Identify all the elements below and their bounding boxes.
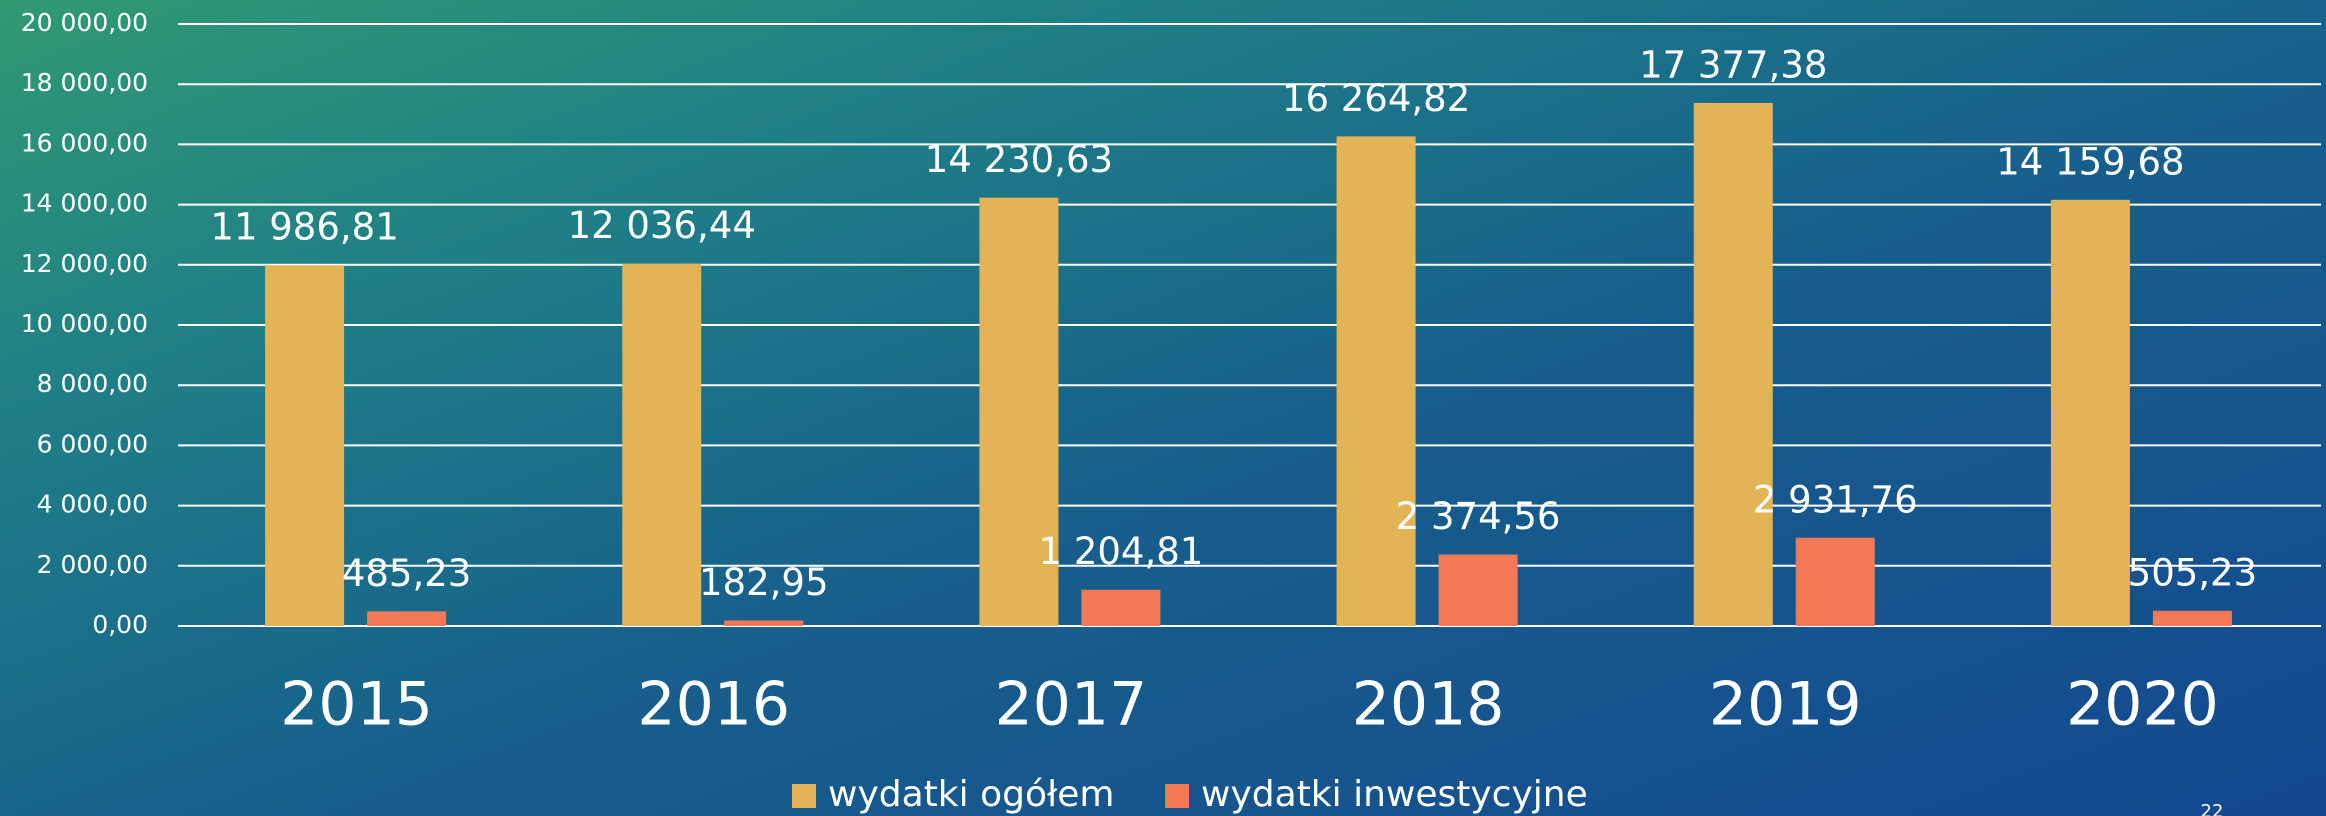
- y-tick-label: 8 000,00: [37, 369, 148, 398]
- y-tick-label: 4 000,00: [37, 490, 148, 519]
- value-label: 2 931,76: [1753, 478, 1918, 521]
- value-label: 11 986,81: [210, 206, 398, 249]
- y-tick-label: 20 000,00: [21, 8, 148, 37]
- value-label: 182,95: [699, 561, 828, 604]
- x-tick-label: 2015: [280, 670, 433, 740]
- value-label: 17 377,38: [1639, 43, 1827, 86]
- x-tick-label: 2019: [1709, 670, 1862, 740]
- bar: [1693, 102, 1773, 627]
- value-label: 14 230,63: [925, 138, 1113, 181]
- value-label: 1 204,81: [1039, 530, 1204, 573]
- y-tick-label: 6 000,00: [37, 429, 148, 458]
- x-tick-label: 2017: [995, 670, 1148, 740]
- bar: [1336, 136, 1416, 626]
- y-tick-label: 10 000,00: [21, 309, 148, 338]
- value-label: 2 374,56: [1396, 495, 1561, 538]
- legend-swatch: [1165, 784, 1189, 808]
- y-tick-label: 18 000,00: [21, 68, 148, 97]
- bar: [622, 263, 702, 626]
- legend-swatch: [792, 784, 816, 808]
- bar: [1795, 537, 1875, 626]
- y-tick-label: 14 000,00: [21, 189, 148, 218]
- bar: [724, 620, 804, 626]
- value-label: 12 036,44: [568, 204, 756, 247]
- y-tick-label: 16 000,00: [21, 128, 148, 157]
- value-label: 485,23: [342, 552, 471, 595]
- legend-label: wydatki ogółem: [828, 774, 1114, 815]
- bar: [2152, 610, 2232, 626]
- bar: [1081, 589, 1161, 626]
- x-tick-label: 2018: [1352, 670, 1505, 740]
- value-label: 505,23: [2128, 551, 2257, 594]
- bar: [979, 197, 1059, 627]
- y-tick-label: 12 000,00: [21, 249, 148, 278]
- slide-number: 22: [2201, 801, 2224, 816]
- value-label: 14 159,68: [1996, 140, 2184, 183]
- x-tick-label: 2020: [2066, 670, 2219, 740]
- y-tick-label: 2 000,00: [37, 550, 148, 579]
- bar: [265, 265, 345, 626]
- legend-label: wydatki inwestycyjne: [1201, 774, 1588, 815]
- value-label: 16 264,82: [1282, 77, 1470, 120]
- bar: [1438, 554, 1518, 626]
- y-tick-label: 0,00: [92, 610, 148, 639]
- x-tick-label: 2016: [637, 670, 790, 740]
- bar: [367, 611, 447, 626]
- bar: [2050, 199, 2130, 626]
